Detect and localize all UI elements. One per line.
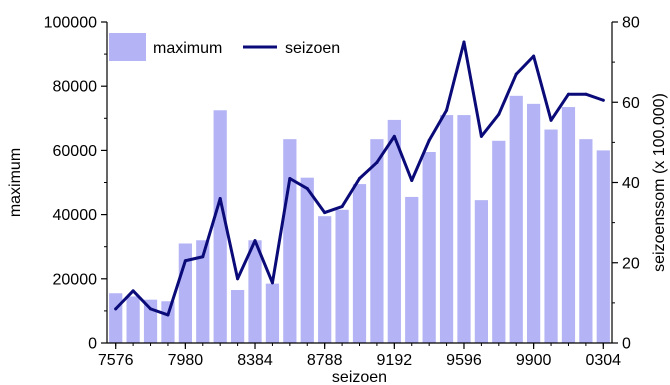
bar-7576 [109, 293, 123, 343]
bar-8687 [300, 177, 314, 343]
line-point-8990 [358, 176, 361, 180]
line-point-9495 [445, 108, 449, 112]
line-point-8788 [323, 211, 327, 215]
y-tick-label: 100000 [44, 15, 97, 32]
bar-7879 [161, 301, 175, 343]
line-point-0102 [566, 92, 570, 96]
bar-0001 [544, 129, 558, 343]
bar-9798 [492, 140, 506, 343]
x-tick-label: 7980 [168, 352, 204, 369]
bar-9293 [405, 196, 419, 343]
line-point-8586 [288, 176, 292, 180]
legend-label-maximum: maximum [153, 40, 222, 57]
bar-9697 [474, 200, 489, 343]
line-point-7879 [166, 313, 170, 317]
bar-8182 [213, 110, 227, 343]
line-point-9596 [462, 40, 466, 44]
y2-tick-label: 40 [622, 175, 640, 192]
bar-8586 [283, 139, 297, 343]
line-point-8384 [253, 239, 257, 243]
line-point-9394 [427, 138, 431, 142]
line-point-9091 [375, 160, 379, 164]
line-layer [114, 40, 605, 317]
x-tick-label: 0304 [585, 352, 621, 369]
line-point-8687 [305, 187, 309, 191]
axes-layer: 0 20000 40000 60000 80000 100000 0 20 40 60 80 7576… [44, 15, 640, 370]
y-axis-title: maximum [7, 148, 24, 217]
line-point-9293 [410, 178, 414, 182]
bar-9495 [439, 115, 454, 343]
bar-9091 [370, 139, 384, 343]
legend-label-seizoen: seizoen [285, 40, 340, 57]
legend-swatch-maximum [109, 33, 146, 61]
y-tick-label: 40000 [53, 207, 98, 224]
x-tick-label: 9596 [446, 352, 482, 369]
legend: maximum seizoen [109, 33, 340, 61]
x-tick-label: 8788 [307, 352, 343, 369]
bar-0102 [561, 107, 576, 343]
bar-9900 [527, 103, 541, 343]
y-tick-label: 60000 [53, 143, 98, 160]
line-point-7778 [149, 307, 153, 311]
y-tick-label: 0 [88, 336, 97, 353]
y2-tick-label: 0 [622, 336, 631, 353]
bar-0304 [596, 150, 610, 343]
bar-8788 [318, 216, 332, 343]
line-point-9899 [514, 72, 518, 76]
bar-9899 [509, 95, 523, 343]
bar-8485 [265, 283, 280, 343]
line-point-9697 [479, 134, 483, 138]
bar-8889 [335, 209, 349, 343]
bar-9394 [422, 152, 436, 343]
line-point-0001 [549, 118, 553, 122]
y2-tick-label: 80 [622, 15, 640, 32]
x-tick-label: 8384 [237, 352, 273, 369]
bar-8990 [352, 184, 367, 343]
line-point-9900 [532, 54, 536, 58]
line-point-7980 [183, 259, 187, 263]
line-point-9192 [392, 134, 396, 138]
line-point-0304 [601, 98, 605, 102]
y2-tick-label: 60 [622, 95, 640, 112]
bar-8081 [196, 240, 210, 343]
line-point-8283 [236, 277, 240, 281]
bars-layer [109, 95, 610, 343]
line-point-7576 [114, 307, 118, 311]
y-tick-label: 20000 [53, 271, 98, 288]
x-tick-label: 9900 [516, 352, 552, 369]
y2-axis-title: seizoenssom (x 100.000) [651, 93, 668, 272]
x-tick-label: 9192 [377, 352, 413, 369]
line-point-0203 [584, 92, 588, 96]
line-point-7677 [131, 289, 135, 293]
line-point-8889 [340, 205, 344, 209]
y-tick-label: 80000 [53, 79, 98, 96]
bar-7677 [126, 296, 140, 343]
line-point-9798 [497, 112, 501, 116]
line-point-8182 [218, 197, 222, 201]
bar-8283 [230, 290, 245, 343]
bar-9192 [387, 119, 401, 343]
x-tick-label: 7576 [98, 352, 134, 369]
bar-0203 [579, 139, 593, 343]
x-axis-title: seizoen [332, 369, 387, 385]
bar-8384 [248, 240, 262, 343]
y2-tick-label: 20 [622, 255, 640, 272]
bar-9596 [457, 115, 471, 343]
line-point-8081 [201, 255, 205, 259]
line-point-8485 [270, 281, 274, 285]
